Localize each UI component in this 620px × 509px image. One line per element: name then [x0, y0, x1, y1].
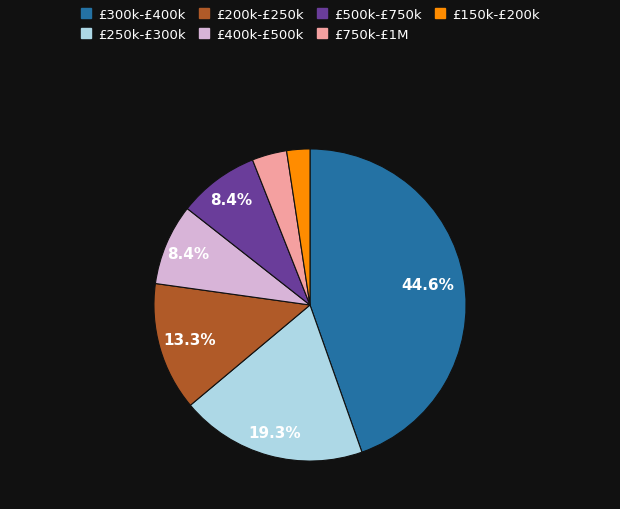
Text: 8.4%: 8.4%: [167, 246, 210, 261]
Text: 8.4%: 8.4%: [210, 192, 252, 207]
Text: 44.6%: 44.6%: [401, 278, 454, 293]
Wedge shape: [252, 151, 310, 305]
Text: 13.3%: 13.3%: [164, 332, 216, 347]
Text: 19.3%: 19.3%: [249, 425, 301, 440]
Wedge shape: [154, 284, 310, 406]
Wedge shape: [156, 209, 310, 305]
Wedge shape: [190, 305, 362, 461]
Legend: £300k-£400k, £250k-£300k, £200k-£250k, £400k-£500k, £500k-£750k, £750k-£1M, £150: £300k-£400k, £250k-£300k, £200k-£250k, £…: [77, 5, 543, 45]
Wedge shape: [187, 160, 310, 305]
Wedge shape: [310, 150, 466, 453]
Wedge shape: [286, 150, 310, 305]
